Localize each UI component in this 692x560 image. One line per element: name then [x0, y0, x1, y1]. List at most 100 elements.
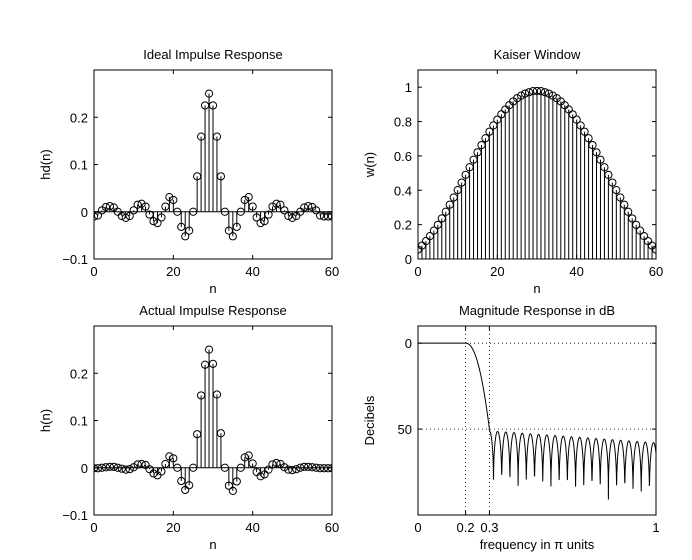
ideal-ytick-label: −0.1	[62, 252, 88, 267]
ideal-ytick-label: 0	[81, 205, 88, 220]
kaiser-ylabel: w(n)	[362, 152, 377, 178]
actual-stem-marker	[232, 477, 241, 486]
ideal-stem-marker	[256, 218, 265, 228]
ideal-stem-marker	[105, 201, 114, 211]
actual-ytick-label: 0.2	[70, 366, 88, 381]
actual-stem-marker	[308, 463, 317, 472]
actual-impulse-response-plot: Actual Impulse Response 0 20 40 60−0.100.10…	[38, 303, 339, 552]
actual-stem-marker	[216, 429, 226, 438]
kaiser-ytick-label: 0.8	[394, 115, 412, 130]
magnitude-ytick-label: 50	[398, 422, 412, 437]
ideal-stem-marker	[228, 232, 237, 241]
kaiser-stem-marker	[624, 207, 633, 216]
actual-stem-marker	[165, 452, 174, 461]
kaiser-stem-marker	[572, 115, 581, 124]
kaiser-stem-marker	[592, 148, 601, 157]
magnitude-response-plot: Magnitude Response in dB 0 0.2 0.3 1 0 50 freq…	[362, 303, 660, 552]
kaiser-stem-marker	[532, 86, 542, 96]
kaiser-stem-marker	[536, 87, 546, 96]
magnitude-xtick-label: 0.3	[480, 520, 498, 535]
actual-xtick-label: 20	[166, 520, 180, 535]
kaiser-stem-marker	[564, 105, 573, 114]
ideal-xtick-label: 20	[166, 264, 180, 279]
actual-stem-marker	[292, 465, 301, 474]
kaiser-stem-marker	[620, 200, 629, 209]
magnitude-axes-box	[417, 325, 657, 516]
actual-xtick-label: 60	[325, 520, 339, 535]
magnitude-xtick-label: 0	[414, 520, 421, 535]
kaiser-stem-marker	[636, 226, 645, 235]
kaiser-stem-marker	[616, 193, 625, 202]
kaiser-ytick-label: 0.2	[394, 218, 412, 233]
ideal-stem-marker	[141, 202, 150, 211]
ideal-stem-marker	[232, 222, 241, 231]
ideal-stem-marker	[248, 202, 257, 211]
actual-stem-marker	[181, 485, 190, 495]
actual-series	[94, 345, 332, 496]
magnitude-xtick-label: 0.2	[457, 520, 475, 535]
ideal-stem-marker	[204, 89, 214, 98]
kaiser-series	[418, 86, 656, 259]
ideal-stem-marker	[264, 210, 273, 219]
kaiser-stem-marker	[540, 88, 550, 97]
kaiser-window-plot: Kaiser Window 0 20 40 60 0 0.2 0.4 0.6 0.8 1 n w(n)	[362, 47, 663, 296]
actual-stem-marker	[121, 465, 130, 474]
kaiser-stem-marker	[600, 163, 609, 172]
actual-stem-marker	[137, 459, 146, 469]
actual-stem-marker	[212, 390, 222, 399]
ideal-stem-marker	[288, 213, 297, 222]
kaiser-stem-marker	[651, 245, 656, 254]
kaiser-xtick-label: 0	[414, 264, 421, 279]
ideal-stem-marker	[94, 212, 99, 221]
actual-stem-marker	[228, 486, 237, 496]
actual-stem-marker	[304, 462, 313, 471]
kaiser-stem-marker	[640, 232, 649, 241]
actual-stem-marker	[260, 470, 269, 479]
actual-xtick-label: 40	[245, 520, 259, 535]
ideal-ytick-label: 0.1	[70, 158, 88, 173]
actual-stem-marker	[256, 472, 265, 481]
ideal-stem-marker	[327, 212, 332, 221]
magnitude-xtick-label: 1	[652, 520, 659, 535]
ideal-stem-marker	[280, 206, 289, 215]
ideal-stem-marker	[121, 213, 130, 222]
kaiser-stem-marker	[608, 178, 617, 187]
ideal-stem-marker	[216, 172, 226, 181]
kaiser-xtick-label: 60	[649, 264, 663, 279]
magnitude-curve	[418, 342, 656, 500]
kaiser-ytick-label: 0.6	[394, 149, 412, 164]
ideal-ytick-label: 0.2	[70, 110, 88, 125]
ideal-impulse-response-plot: Ideal Impulse Response 0 20 40 60−0.100.10.…	[38, 47, 339, 296]
kaiser-stem-marker	[628, 214, 637, 223]
actual-stem-marker	[248, 459, 257, 468]
actual-stem-marker	[204, 345, 214, 354]
actual-stem-marker	[244, 451, 253, 460]
kaiser-stem-marker	[568, 110, 577, 119]
actual-stem-marker	[185, 481, 194, 490]
kaiser-stem-marker	[596, 155, 605, 164]
ideal-stem-marker	[185, 226, 194, 235]
actual-stem-marker	[288, 466, 297, 475]
actual-title: Actual Impulse Response	[139, 303, 286, 318]
ideal-stem-marker	[212, 132, 222, 141]
kaiser-stem-marker	[604, 170, 613, 179]
ideal-stem-marker	[153, 218, 162, 228]
actual-ytick-label: −0.1	[62, 508, 88, 523]
magnitude-xlabel: frequency in π units	[480, 537, 595, 552]
actual-stem-marker	[169, 454, 178, 463]
ideal-stem-marker	[276, 200, 285, 209]
actual-ytick-label: 0	[81, 461, 88, 476]
kaiser-title: Kaiser Window	[494, 47, 581, 62]
kaiser-stem-marker	[632, 220, 641, 229]
magnitude-title: Magnitude Response in dB	[459, 303, 615, 318]
ideal-stem-marker	[260, 217, 269, 226]
actual-ylabel: h(n)	[38, 409, 53, 432]
ideal-stem-marker	[312, 206, 321, 215]
actual-ytick-label: 0.1	[70, 414, 88, 429]
actual-stem-marker	[125, 465, 134, 474]
ideal-xtick-label: 0	[90, 264, 97, 279]
ideal-stem-marker	[244, 193, 253, 202]
kaiser-stem-marker	[544, 89, 554, 98]
ideal-xtick-label: 40	[245, 264, 259, 279]
ideal-stem-marker	[125, 211, 134, 221]
